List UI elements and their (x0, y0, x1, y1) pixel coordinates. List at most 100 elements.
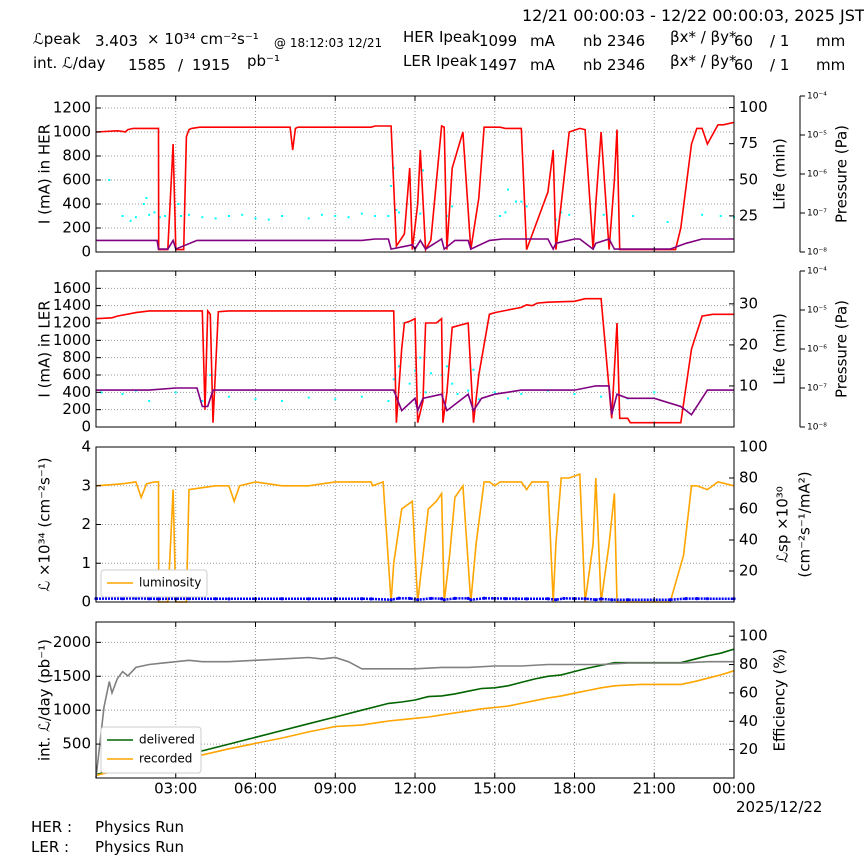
pressure-point (701, 213, 704, 216)
pressure-point (188, 213, 191, 216)
pressure-point (241, 213, 244, 216)
pressure-point (164, 215, 167, 217)
pressure-point (209, 374, 212, 376)
pressure-tick-label: 10⁻⁴ (807, 92, 827, 102)
pressure-point (421, 169, 424, 172)
y-tick-label: 0 (81, 418, 91, 436)
ler-nb-value: 2346 (607, 56, 646, 74)
pressure-point (429, 372, 432, 375)
x-tick-label: 06:00 (234, 780, 277, 798)
pressure-point (414, 369, 416, 372)
pressure-tick-label: 10⁻⁵ (807, 131, 827, 141)
pressure-point (419, 356, 422, 359)
x-tick-label: 18:00 (553, 780, 596, 798)
legend-label-recorded: recorded (139, 752, 192, 766)
pressure-point (525, 205, 528, 208)
pressure-point (281, 400, 284, 402)
y2-axis-label: Efficiency (%) (771, 649, 789, 752)
pressure-point (631, 215, 634, 217)
y2-axis-label: ℒsp ×10³⁰ (774, 486, 792, 563)
pressure-point (227, 215, 230, 217)
pressure-point (507, 397, 510, 400)
y-tick-label: 1000 (53, 701, 91, 719)
y2-tick-label: 40 (739, 531, 758, 549)
time-range: 12/21 00:00:03 - 12/22 00:00:03, 2025 JS… (522, 6, 864, 25)
pressure-point (129, 219, 132, 222)
y-tick-label: 0 (81, 593, 91, 611)
pressure-point (398, 365, 401, 368)
pressure-point (493, 391, 496, 394)
pressure-point (281, 215, 284, 217)
pressure-axis-label: Pressure (Pa) (833, 125, 851, 223)
y-tick-label: 1200 (53, 99, 91, 117)
pressure-point (719, 215, 722, 217)
recorded-series-line (95, 670, 735, 777)
ler-ipeak-value: 1497 (479, 56, 518, 74)
pressure-point (360, 395, 363, 398)
pressure-point (573, 393, 576, 396)
y-tick-label: 400 (62, 195, 91, 213)
her-nb-label: nb (583, 32, 603, 50)
pressure-point (390, 185, 393, 187)
x-tick-label: 21:00 (633, 780, 676, 798)
pressure-point (177, 203, 180, 205)
her-status-label: HER : (31, 818, 73, 836)
her-ipeak-unit: mA (530, 32, 555, 50)
y-axis-label: I (mA) in HER (36, 124, 54, 224)
pressure-point (145, 197, 148, 199)
y-tick-label: 800 (62, 147, 91, 165)
ler-ipeak-unit: mA (530, 56, 555, 74)
y-tick-label: 1400 (53, 296, 91, 314)
life-series-line (96, 385, 734, 416)
x-tick-label: 00:00 (712, 780, 755, 798)
pressure-point (507, 188, 510, 191)
y-tick-label: 1000 (53, 123, 91, 141)
pressure-point (451, 205, 454, 208)
legend-box (100, 569, 208, 598)
pressure-point (395, 209, 398, 211)
pressure-point (227, 395, 230, 398)
y-tick-label: 1500 (53, 667, 91, 685)
pressure-tick-label: 10⁻⁷ (807, 384, 827, 394)
y-axis-label: ℒ ×10³⁴ (cm⁻²s⁻¹) (36, 457, 54, 591)
pressure-point (148, 213, 151, 216)
pressure-point (387, 215, 390, 217)
intl-sep: / (178, 56, 184, 74)
pressure-tick-label: 10⁻⁶ (807, 345, 827, 355)
ler-nb-label: nb (583, 56, 603, 74)
pressure-tick-label: 10⁻⁶ (807, 170, 827, 180)
pressure-point (134, 216, 137, 219)
her-beta-y: / 1 (770, 32, 790, 50)
y-axis-label: I (mA) in LER (36, 300, 54, 397)
pressure-point (568, 213, 571, 216)
her-beta-label: βx* / βy* (670, 28, 737, 46)
pressure-point (554, 218, 557, 221)
pressure-point (477, 398, 480, 401)
y-tick-label: 1600 (53, 279, 91, 297)
pressure-point (201, 400, 204, 402)
y-tick-label: 1200 (53, 314, 91, 332)
y2-axis-label: Life (min) (771, 313, 789, 385)
y2-tick-label: 30 (739, 294, 758, 312)
specific-luminosity-line (96, 597, 734, 601)
intl-delivered: 1585 (128, 56, 167, 74)
y2-tick-label: 100 (739, 438, 768, 456)
pressure-point (334, 215, 337, 217)
ler-ipeak-label: LER Ipeak (403, 52, 478, 70)
y-tick-label: 1000 (53, 331, 91, 349)
efficiency-series-line (95, 656, 734, 779)
pressure-point (472, 368, 475, 371)
x-tick-label: 03:00 (154, 780, 197, 798)
her-beta-unit: mm (816, 32, 846, 50)
pressure-point (320, 213, 323, 216)
pressure-point (100, 391, 103, 394)
pressure-tick-label: 10⁻⁸ (807, 248, 827, 258)
legend-label-delivered: delivered (139, 733, 195, 747)
lpeak-unit: × 10³⁴ cm⁻²s⁻¹ (147, 30, 259, 48)
y2-tick-label: 100 (739, 627, 768, 645)
pressure-point (456, 393, 459, 396)
lpeak-time: @ 18:12:03 12/21 (274, 36, 383, 50)
y-tick-label: 600 (62, 171, 91, 189)
pressure-point (254, 398, 257, 401)
